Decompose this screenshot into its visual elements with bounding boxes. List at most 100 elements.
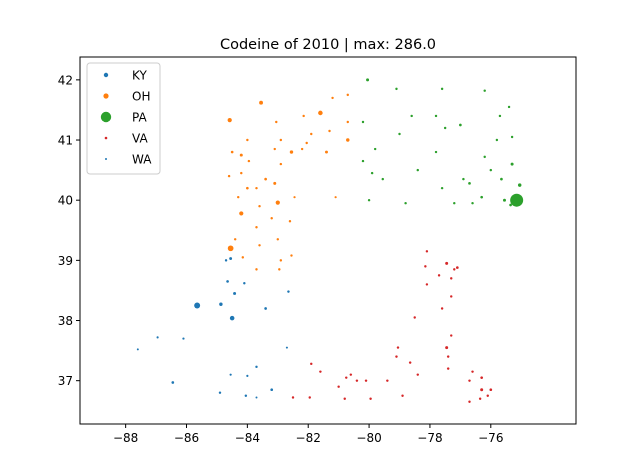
data-point-oh-8 [324,150,328,154]
data-point-oh-4 [227,118,232,123]
data-point-va-12 [425,283,429,286]
data-point-pa-19 [366,78,370,82]
data-point-ky-7 [287,290,290,293]
data-point-oh-1 [239,211,244,216]
data-point-ky-8 [224,259,228,262]
data-point-va-34 [386,379,389,382]
data-point-oh-38 [334,196,337,199]
data-point-va-0 [445,261,449,265]
data-point-oh-22 [293,196,296,199]
data-point-va-11 [413,316,416,319]
data-point-oh-30 [278,268,281,271]
legend-label-ky: KY [132,69,147,83]
data-point-pa-30 [440,186,444,190]
data-point-oh-34 [331,96,334,100]
data-point-oh-32 [302,114,305,118]
data-point-va-16 [395,355,398,358]
data-point-va-35 [408,361,412,364]
data-point-va-13 [440,307,444,310]
data-point-ky-10 [182,337,185,340]
data-point-va-7 [437,274,441,277]
data-point-pa-11 [498,114,502,118]
data-point-va-39 [486,394,489,397]
data-point-oh-16 [305,141,308,145]
data-point-oh-45 [240,171,243,175]
legend-marker-pa [100,111,112,123]
data-point-va-37 [308,396,311,399]
legend-label-pa: PA [132,111,147,125]
x-tick-label: −84 [235,431,260,445]
data-point-pa-7 [468,182,471,185]
data-point-va-29 [291,396,295,399]
data-point-pa-12 [510,135,514,139]
data-point-va-8 [450,277,453,280]
data-point-ky-16 [255,396,258,399]
data-point-va-30 [310,362,313,366]
data-point-oh-6 [346,138,350,142]
data-point-pa-3 [509,203,512,207]
data-point-va-26 [349,373,353,376]
data-point-va-38 [468,379,471,382]
legend-marker-oh [103,93,109,99]
x-tick-label: −78 [417,431,442,445]
points-layer [136,78,524,403]
x-tick-label: −80 [356,431,381,445]
y-tick-label: 38 [58,314,73,328]
data-point-oh-0 [227,245,234,252]
legend-label-va: VA [132,132,148,146]
data-point-va-23 [478,397,482,400]
data-point-va-1 [445,346,449,350]
data-point-oh-28 [241,256,245,259]
data-point-va-4 [489,388,493,392]
data-point-pa-2 [503,198,506,202]
data-point-va-36 [401,394,404,397]
data-point-oh-39 [279,138,283,142]
data-point-oh-41 [227,174,231,178]
data-point-ky-2 [219,302,223,306]
data-point-oh-15 [255,186,258,190]
data-point-va-27 [343,397,346,400]
data-point-oh-11 [230,150,234,154]
data-point-va-5 [480,376,484,380]
legend-label-oh: OH [132,90,150,104]
x-tick-label: −86 [174,431,199,445]
data-point-pa-23 [416,168,419,172]
data-point-pa-6 [480,195,484,199]
data-point-pa-15 [440,87,444,91]
y-tick-label: 37 [58,374,73,388]
data-point-pa-17 [410,114,413,118]
data-point-ky-13 [171,381,175,384]
data-point-ky-6 [264,307,267,310]
data-point-oh-20 [270,217,273,220]
data-point-va-20 [446,367,450,370]
y-axis: 37 38 39 40 41 42 [58,73,80,388]
data-point-oh-37 [346,120,349,124]
data-point-oh-33 [310,132,313,136]
data-point-oh-9 [273,181,277,185]
data-point-ky-5 [243,282,246,285]
data-point-pa-13 [483,89,486,92]
x-axis: −88 −86 −84 −82 −80 −78 −76 [113,424,503,445]
data-point-oh-35 [346,93,349,97]
data-point-ky-1 [229,315,235,321]
data-point-pa-29 [404,201,407,205]
legend-box [86,62,161,175]
data-point-va-6 [425,250,429,253]
data-point-pa-8 [462,177,465,181]
data-point-ky-0 [194,302,201,309]
legend-marker-wa [105,158,107,160]
data-point-pa-21 [398,132,401,136]
legend-label-wa: WA [132,153,152,167]
data-point-va-15 [396,346,400,349]
data-point-ky-21 [285,346,288,349]
data-point-ky-15 [244,394,248,397]
data-point-oh-29 [255,268,258,271]
data-point-va-21 [471,370,474,373]
data-point-pa-33 [489,168,493,172]
legend-marker-va [104,136,108,140]
data-point-pa-9 [483,155,486,159]
data-point-pa-32 [471,201,474,205]
x-tick-label: −88 [113,431,138,445]
data-point-oh-23 [233,238,237,241]
